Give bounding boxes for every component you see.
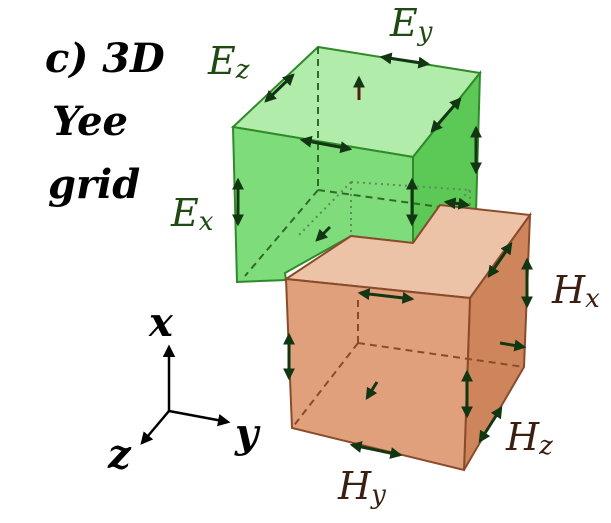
h-arrow-right-bottom (478, 405, 503, 444)
h-field-arrows (283, 242, 533, 459)
h-arrow-inner (365, 381, 379, 401)
e-arrow-corner (443, 197, 471, 210)
h-cube-front-face (284, 277, 472, 472)
e-field-arrows (232, 52, 482, 242)
h-arrow-front-top (357, 288, 415, 304)
e-arrow-top-right (430, 97, 462, 133)
e-arrow-top-back (379, 52, 431, 69)
coordinate-axes (140, 344, 231, 445)
axis-x-label: x (148, 299, 174, 346)
label-ex: Ex (170, 191, 214, 237)
label-hz: Hz (505, 415, 553, 461)
e-cube-front-face (231, 125, 414, 284)
label-ey: Ey (389, 1, 433, 47)
title-line-2: Yee (52, 98, 128, 145)
label-hx: Hx (551, 268, 600, 314)
e-arrow-top-front (299, 135, 353, 154)
axis-y-label: y (234, 410, 261, 457)
h-arrow-top-right (487, 242, 513, 278)
e-field-cube (230, 45, 482, 320)
label-hy: Hy (337, 464, 386, 510)
h-arrow-right-normal (499, 339, 527, 352)
electric-field-labels: Ez Ey Ex (170, 1, 433, 237)
e-arrow-top-left (264, 73, 295, 103)
axis-z-label: z (107, 431, 132, 478)
label-ez: Ez (207, 39, 250, 85)
magnetic-field-labels: Hx Hz Hy (337, 268, 600, 510)
h-arrow-front-bottom (349, 441, 403, 459)
title: c) 3D Yee grid (45, 35, 165, 208)
title-line-1: c) 3D (45, 35, 165, 82)
e-arrow-inner-diagonal (315, 225, 332, 242)
title-line-3: grid (48, 161, 140, 208)
h-cube-hidden-edges (291, 300, 525, 429)
axis-z-line (140, 410, 170, 445)
axis-y-line (168, 409, 231, 427)
